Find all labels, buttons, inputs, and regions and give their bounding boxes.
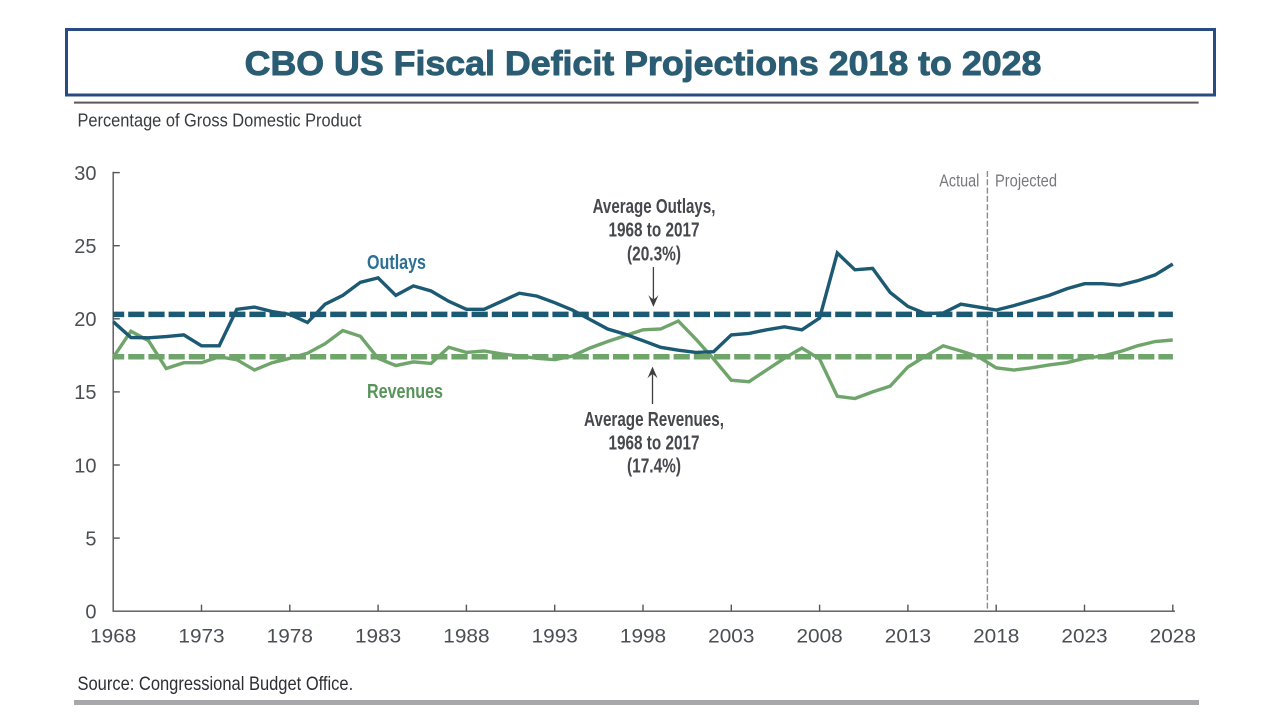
svg-text:15: 15	[74, 382, 96, 404]
svg-text:(20.3%): (20.3%)	[627, 242, 681, 265]
svg-text:Revenues: Revenues	[367, 379, 443, 402]
svg-text:2008: 2008	[796, 626, 842, 647]
svg-text:1983: 1983	[355, 626, 401, 647]
svg-text:Average Revenues,: Average Revenues,	[584, 408, 724, 431]
svg-text:2013: 2013	[885, 626, 931, 647]
svg-text:(17.4%): (17.4%)	[627, 454, 681, 477]
svg-text:20: 20	[74, 309, 96, 331]
svg-text:5: 5	[85, 528, 96, 550]
svg-text:25: 25	[74, 236, 96, 258]
svg-text:Projected: Projected	[995, 171, 1057, 191]
svg-text:Average Outlays,: Average Outlays,	[593, 195, 716, 218]
svg-text:Outlays: Outlays	[367, 250, 426, 273]
svg-text:1968 to 2017: 1968 to 2017	[609, 218, 700, 241]
svg-text:1968: 1968	[90, 626, 136, 647]
svg-text:0: 0	[85, 601, 96, 623]
svg-text:Source: Congressional Budget O: Source: Congressional Budget Office.	[78, 673, 354, 694]
svg-text:10: 10	[74, 455, 96, 477]
svg-text:1998: 1998	[620, 626, 666, 647]
svg-text:1973: 1973	[178, 626, 224, 647]
svg-text:Actual: Actual	[939, 171, 979, 191]
svg-text:2018: 2018	[973, 626, 1019, 647]
svg-text:1968 to 2017: 1968 to 2017	[609, 431, 700, 454]
svg-text:30: 30	[74, 163, 96, 185]
svg-text:1978: 1978	[267, 626, 313, 647]
svg-text:CBO US Fiscal Deficit Projecti: CBO US Fiscal Deficit Projections 2018 t…	[245, 45, 1042, 83]
svg-text:Percentage of Gross Domestic P: Percentage of Gross Domestic Product	[78, 110, 362, 131]
svg-text:1993: 1993	[532, 626, 578, 647]
svg-text:1988: 1988	[443, 626, 489, 647]
svg-text:2023: 2023	[1061, 626, 1107, 647]
svg-text:2028: 2028	[1150, 626, 1196, 647]
svg-text:2003: 2003	[708, 626, 754, 647]
